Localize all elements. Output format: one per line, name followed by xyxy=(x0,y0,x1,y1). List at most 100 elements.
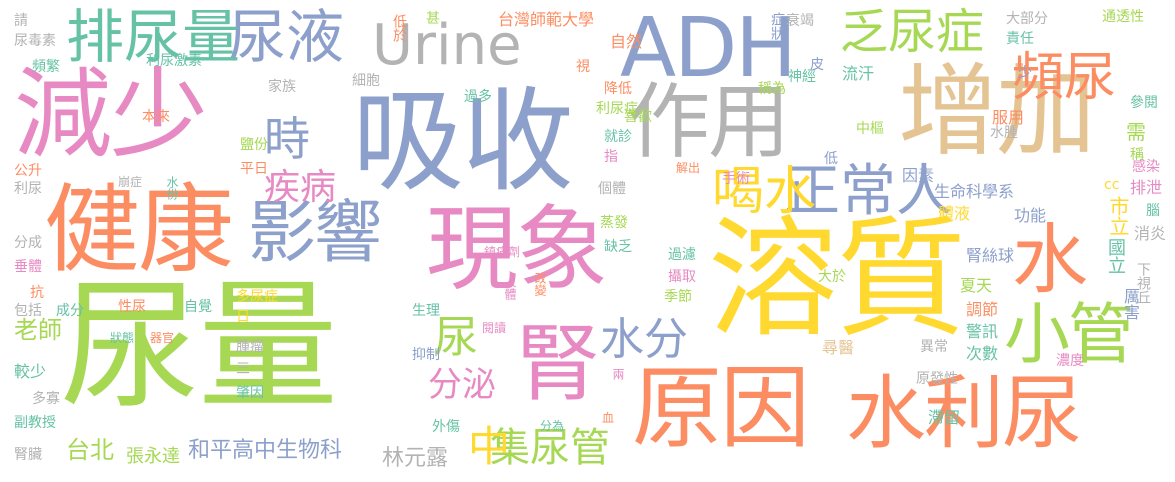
cloud-word-18: 排尿量 xyxy=(66,3,241,71)
cloud-word-131: 肇因 xyxy=(236,385,264,401)
cloud-word-64: 少 xyxy=(1018,65,1032,81)
cloud-word-29: 尿 xyxy=(434,312,478,363)
cloud-word-51: 厲害 xyxy=(1121,288,1140,320)
cloud-word-111: 本來 xyxy=(142,109,170,125)
cloud-word-129: 腫瘤 xyxy=(236,339,264,355)
cloud-word-126: 日 xyxy=(236,309,250,325)
cloud-word-60: 需 xyxy=(1126,120,1146,144)
cloud-word-127: 狀態 xyxy=(110,331,135,345)
cloud-word-25: 集尿管 xyxy=(490,425,610,471)
cloud-word-21: 乏尿症 xyxy=(840,4,985,60)
cloud-word-124: 自覺 xyxy=(184,299,212,315)
cloud-word-52: 下視丘 xyxy=(1135,262,1151,304)
cloud-word-67: 通透性 xyxy=(1102,9,1144,25)
cloud-word-14: 腎 xyxy=(516,315,600,413)
cloud-word-78: 低於 xyxy=(391,14,407,42)
cloud-word-97: 人體 xyxy=(503,276,517,300)
cloud-word-20: 喝水 xyxy=(712,162,817,222)
cloud-word-83: 過多 xyxy=(464,89,492,105)
cloud-word-15: 水 xyxy=(1012,215,1088,304)
cloud-word-114: 利尿 xyxy=(14,181,42,197)
cloud-word-99: 兩 xyxy=(611,368,625,380)
cloud-word-85: 指 xyxy=(604,149,618,165)
cloud-word-16: 小管 xyxy=(1004,296,1134,373)
cloud-word-134: 副教授 xyxy=(14,415,56,431)
cloud-word-56: cc xyxy=(1104,177,1120,193)
cloud-word-117: 水份 xyxy=(165,176,179,200)
cloud-word-69: 神經 xyxy=(788,69,816,85)
cloud-word-105: 家族 xyxy=(268,79,296,95)
cloud-word-95: 鎮痛劑 xyxy=(484,245,521,259)
cloud-word-27: 水分 xyxy=(600,314,688,365)
cloud-word-72: 中樞 xyxy=(856,121,884,137)
cloud-word-63: 流汗 xyxy=(842,64,875,83)
cloud-word-28: 分泌 xyxy=(428,365,496,405)
cloud-word-107: 利尿激素 xyxy=(146,53,202,69)
cloud-word-118: 分成 xyxy=(14,235,42,251)
cloud-word-30: 和平高中生物科 xyxy=(188,438,343,463)
cloud-word-8: 原因 xyxy=(632,356,810,461)
cloud-word-73: 低 xyxy=(824,151,838,167)
cloud-word-106: 細胞 xyxy=(352,73,380,89)
cloud-word-41: 腎絲球 xyxy=(966,246,1015,265)
cloud-word-55: 腦 xyxy=(1146,203,1160,219)
cloud-word-42: 夏天 xyxy=(960,276,993,295)
cloud-word-12: Urine xyxy=(372,13,522,78)
cloud-word-94: 季節 xyxy=(664,289,692,305)
cloud-word-62: 參閱 xyxy=(1130,95,1158,111)
cloud-word-119: 垂體 xyxy=(14,259,42,275)
cloud-word-80: 降低 xyxy=(604,81,632,97)
cloud-word-36: 國立 xyxy=(1105,238,1126,274)
cloud-word-1: 尿量 xyxy=(60,266,338,429)
cloud-word-130: 三 xyxy=(236,361,250,377)
cloud-word-109: 尿毒素 xyxy=(14,33,56,49)
cloud-word-19: 正常人 xyxy=(784,159,952,224)
cloud-word-120: 抗 xyxy=(30,285,44,301)
cloud-word-40: 消炎 xyxy=(1134,224,1167,243)
cloud-word-23: 疾病 xyxy=(264,167,337,208)
cloud-word-71: 稱為 xyxy=(758,81,786,97)
cloud-word-17: 尿液 xyxy=(228,3,345,71)
cloud-word-113: 公升 xyxy=(14,163,42,179)
cloud-word-84: 就診 xyxy=(604,129,632,145)
cloud-word-75: 台灣師範大學 xyxy=(498,10,595,29)
cloud-word-77: 甚 xyxy=(426,11,440,27)
cloud-word-59: 水腫 xyxy=(990,125,1018,141)
cloud-word-82: 喜歡 xyxy=(624,109,652,125)
cloud-word-7: 增加 xyxy=(898,53,1096,170)
cloud-word-70: 症狀 xyxy=(769,12,785,40)
cloud-word-108: 請 xyxy=(14,13,28,29)
cloud-word-2: 吸收 xyxy=(352,77,574,207)
cloud-word-11: ADH xyxy=(620,1,797,96)
cloud-word-102: 外傷 xyxy=(432,419,460,435)
cloud-word-122: 成分 xyxy=(56,303,84,319)
cloud-word-79: 視 xyxy=(576,59,590,75)
cloud-word-35: 市立 xyxy=(1106,196,1130,236)
cloud-word-121: 包括 xyxy=(14,303,42,319)
cloud-word-90: 缺乏 xyxy=(604,239,632,255)
cloud-word-10: 作用 xyxy=(628,75,790,170)
cloud-word-132: 較少 xyxy=(14,362,47,381)
cloud-word-54: 感染 xyxy=(1132,159,1160,175)
cloud-word-89: 蒸發 xyxy=(600,215,628,231)
cloud-word-74: 皮 xyxy=(810,57,824,73)
cloud-word-81: 利尿症 xyxy=(596,101,638,117)
cloud-word-37: 生命科學系 xyxy=(934,182,1015,201)
cloud-word-87: 個體 xyxy=(598,181,626,197)
cloud-word-45: 次數 xyxy=(966,344,999,363)
cloud-word-128: 器官 xyxy=(150,331,175,345)
cloud-word-65: 大部分 xyxy=(1006,11,1048,27)
cloud-word-5: 健康 xyxy=(44,174,234,286)
cloud-word-115: 平日 xyxy=(240,161,268,177)
cloud-word-22: 頻尿 xyxy=(1012,48,1117,108)
cloud-word-135: 腎臟 xyxy=(14,447,42,463)
cloud-word-4: 現象 xyxy=(426,196,608,303)
cloud-word-103: 抑制 xyxy=(412,347,440,363)
cloud-word-98: 閱讀 xyxy=(482,321,507,335)
cloud-word-43: 調節 xyxy=(966,300,999,319)
cloud-word-88: 手術 xyxy=(722,171,750,187)
cloud-word-48: 滯留 xyxy=(928,408,961,427)
cloud-word-125: 多尿症 xyxy=(236,289,278,305)
cloud-word-49: 原發性 xyxy=(916,371,958,387)
